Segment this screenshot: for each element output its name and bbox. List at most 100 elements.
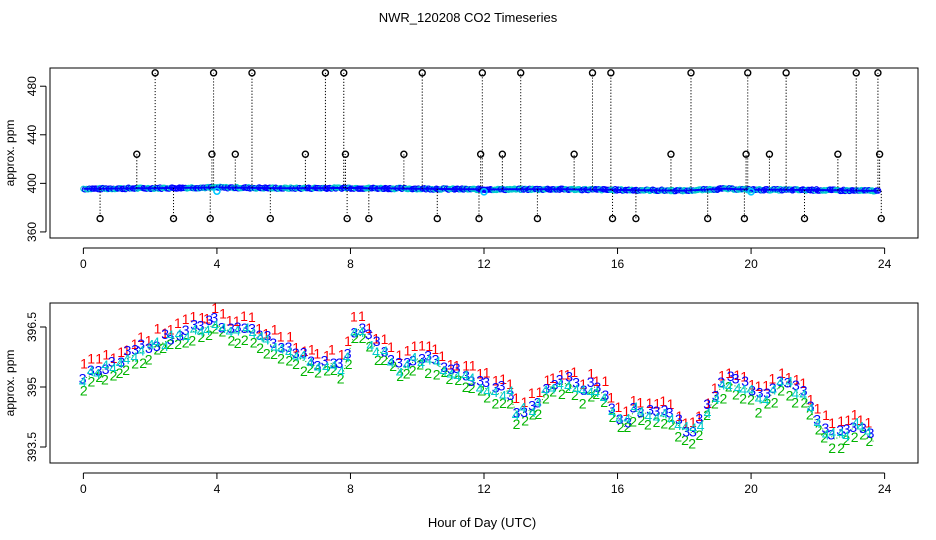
- series-3-marker: 3: [248, 321, 256, 337]
- series-1-marker: 1: [271, 322, 279, 338]
- series-4-marker: 4: [226, 323, 234, 339]
- series-3-marker: 3: [630, 399, 638, 415]
- series-1-marker: 1: [381, 331, 389, 347]
- spike-high-marker: [782, 69, 790, 77]
- series-1-marker: 1: [718, 368, 726, 384]
- series-4-marker: 4: [549, 381, 557, 397]
- series-4-marker: 4: [262, 332, 270, 348]
- series-4-marker: 4: [314, 359, 322, 375]
- series-1-marker: 1: [615, 399, 623, 415]
- series-4-marker: 4: [396, 364, 404, 380]
- series-1-marker: 1: [198, 309, 206, 325]
- series-4-marker: 4: [572, 381, 580, 397]
- series-2-marker: 2: [660, 415, 668, 431]
- series-4-marker: 4: [697, 418, 705, 434]
- series-4-marker: 4: [592, 384, 600, 400]
- series-2-marker: 2: [739, 390, 747, 406]
- series-1-marker: 1: [95, 351, 103, 367]
- series-4-marker: 4: [424, 352, 432, 368]
- series-3-marker: 3: [682, 424, 690, 440]
- series-2-marker: 2: [416, 357, 424, 373]
- series-1-marker: 1: [154, 321, 162, 337]
- series-1-marker: 1: [793, 372, 801, 388]
- series-4-marker: 4: [357, 324, 365, 340]
- bottom-x-tick-label: 8: [347, 482, 354, 496]
- series-4-marker: 4: [476, 381, 484, 397]
- spike-high-marker: [321, 69, 330, 77]
- series-3-marker: 3: [843, 421, 851, 437]
- series-1-marker: 1: [711, 380, 719, 396]
- spike-low-marker: [433, 214, 441, 223]
- series-3-marker: 3: [197, 318, 205, 334]
- spike-high-marker: [248, 69, 256, 77]
- series-4-marker: 4: [776, 374, 784, 390]
- series-2-marker: 2: [300, 363, 308, 379]
- series-4-marker: 4: [147, 337, 155, 353]
- bottom-x-tick-label: 24: [878, 482, 892, 496]
- series-4-marker: 4: [704, 405, 712, 421]
- series-3-marker: 3: [498, 378, 506, 394]
- series-2-marker: 2: [674, 429, 682, 445]
- series-3-marker: 3: [218, 320, 226, 336]
- spike-low-marker: [343, 214, 351, 223]
- series-3-marker: 3: [330, 355, 338, 371]
- flagged-marker: [213, 187, 221, 196]
- series-1-marker: 1: [844, 412, 852, 428]
- series-4-marker: 4: [837, 425, 845, 441]
- series-2-marker: 2: [211, 321, 219, 337]
- series-2-marker: 2: [711, 395, 719, 411]
- series-3-marker: 3: [182, 322, 190, 338]
- series-4-marker: 4: [403, 357, 411, 373]
- bottom-x-tick-label: 4: [214, 482, 221, 496]
- series-3-marker: 3: [87, 362, 95, 378]
- series-3-marker: 3: [867, 425, 875, 441]
- series-4-marker: 4: [534, 395, 542, 411]
- series-1-marker: 1: [323, 347, 331, 363]
- spike-high-marker: [744, 69, 752, 77]
- series-4-marker: 4: [440, 363, 448, 379]
- series-2-marker: 2: [95, 369, 103, 385]
- series-3-marker: 3: [528, 397, 536, 413]
- series-1-marker: 1: [549, 370, 557, 386]
- series-3-marker: 3: [616, 411, 624, 427]
- series-3-marker: 3: [565, 369, 573, 385]
- series-4-marker: 4: [842, 428, 850, 444]
- series-1-marker: 1: [799, 375, 807, 391]
- series-2-marker: 2: [534, 406, 542, 422]
- series-2-marker: 2: [277, 350, 285, 366]
- series-4-marker: 4: [93, 365, 101, 381]
- series-3-marker: 3: [468, 373, 476, 389]
- series-2-marker: 2: [256, 340, 264, 356]
- series-4-marker: 4: [277, 341, 285, 357]
- series-3-marker: 3: [492, 380, 500, 396]
- top-y-tick-label: 400: [25, 173, 39, 193]
- series-2-marker: 2: [477, 382, 485, 398]
- chart-title: NWR_120208 CO2 Timeseries: [379, 10, 558, 25]
- series-4-marker: 4: [740, 381, 748, 397]
- series-4-marker: 4: [249, 325, 257, 341]
- series-2-marker: 2: [720, 390, 728, 406]
- bottom-x-tick-label: 0: [80, 482, 87, 496]
- series-2-marker: 2: [668, 416, 676, 432]
- series-4-marker: 4: [579, 382, 587, 398]
- series-4-marker: 4: [506, 383, 514, 399]
- series-2-marker: 2: [366, 339, 374, 355]
- series-2-marker: 2: [110, 367, 118, 383]
- series-4-marker: 4: [541, 382, 549, 398]
- series-2-marker: 2: [843, 432, 851, 448]
- series-3-marker: 3: [507, 387, 515, 403]
- series-3-marker: 3: [543, 381, 551, 397]
- series-3-marker: 3: [800, 383, 808, 399]
- spike-mid-marker: [498, 150, 507, 158]
- series-1-marker: 1: [822, 407, 830, 423]
- series-3-marker: 3: [365, 326, 373, 342]
- series-4-marker: 4: [556, 376, 564, 392]
- top-x-tick-label: 8: [347, 257, 354, 271]
- series-2-marker: 2: [241, 332, 249, 348]
- top-x-tick-label: 0: [80, 257, 87, 271]
- series-3-marker: 3: [205, 312, 213, 328]
- top-panel: 0 4 8 12 16 20 24 360 400 440 480 approx. ppm: [3, 67, 919, 271]
- series-3-marker: 3: [418, 351, 426, 367]
- series-1-marker: 1: [828, 415, 836, 431]
- series-1-marker: 1: [350, 308, 358, 324]
